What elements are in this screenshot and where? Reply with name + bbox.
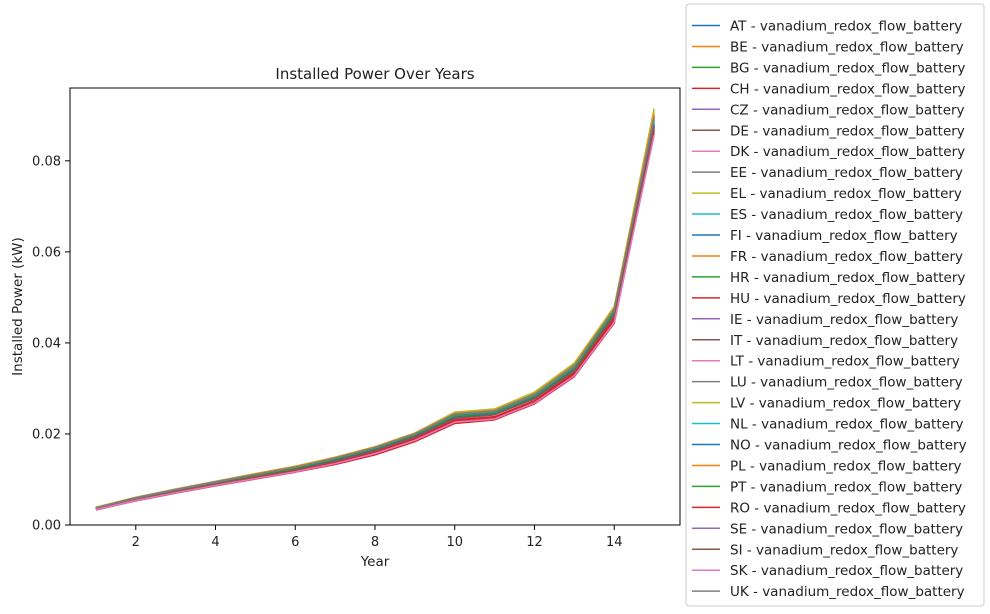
legend: AT - vanadium_redox_flow_battery BE - van… <box>685 3 985 607</box>
legend-label: LV - vanadium_redox_flow_battery <box>730 396 961 412</box>
legend-entry: BG - vanadium_redox_flow_battery <box>692 60 965 76</box>
series-line-uk <box>95 116 655 509</box>
legend-entry: BE - vanadium_redox_flow_battery <box>692 39 964 55</box>
legend-entry: FI - vanadium_redox_flow_battery <box>692 228 958 244</box>
legend-entry: PL - vanadium_redox_flow_battery <box>692 458 962 474</box>
legend-entry: NO - vanadium_redox_flow_battery <box>692 438 967 454</box>
y-tick-label: 0.02 <box>32 427 61 442</box>
legend-entry: CH - vanadium_redox_flow_battery <box>692 81 965 97</box>
legend-label: HU - vanadium_redox_flow_battery <box>730 291 966 307</box>
legend-entry: AT - vanadium_redox_flow_battery <box>692 19 962 35</box>
legend-label: DK - vanadium_redox_flow_battery <box>730 144 965 160</box>
x-tick-label: 12 <box>526 535 543 550</box>
y-tick-label: 0.00 <box>32 519 61 534</box>
legend-label: FR - vanadium_redox_flow_battery <box>730 249 963 265</box>
legend-label: PL - vanadium_redox_flow_battery <box>730 458 962 474</box>
legend-label: BG - vanadium_redox_flow_battery <box>730 60 965 76</box>
legend-label: LU - vanadium_redox_flow_battery <box>730 375 963 391</box>
legend-label: CZ - vanadium_redox_flow_battery <box>730 102 965 118</box>
legend-entry: SE - vanadium_redox_flow_battery <box>692 521 963 537</box>
x-axis-ticks: 2 4 6 8 10 12 14 <box>132 525 623 550</box>
legend-label: LT - vanadium_redox_flow_battery <box>730 354 960 370</box>
plot-area-frame <box>69 87 681 526</box>
legend-entry: IE - vanadium_redox_flow_battery <box>692 312 958 328</box>
legend-label: ES - vanadium_redox_flow_battery <box>730 207 963 223</box>
legend-box <box>685 3 985 607</box>
legend-label: IE - vanadium_redox_flow_battery <box>730 312 958 328</box>
x-tick-label: 10 <box>446 535 463 550</box>
series-line-ro <box>95 130 655 510</box>
legend-entry: EE - vanadium_redox_flow_battery <box>692 165 963 181</box>
x-tick-label: 14 <box>606 535 623 550</box>
x-tick-label: 2 <box>132 535 140 550</box>
y-axis-ticks: 0.00 0.02 0.04 0.06 0.08 <box>32 154 70 534</box>
legend-entry: RO - vanadium_redox_flow_battery <box>692 500 966 516</box>
legend-entry: LV - vanadium_redox_flow_battery <box>692 396 961 412</box>
legend-entry: SK - vanadium_redox_flow_battery <box>692 563 963 579</box>
x-tick-label: 4 <box>211 535 219 550</box>
legend-label: NL - vanadium_redox_flow_battery <box>730 417 963 433</box>
legend-label: HR - vanadium_redox_flow_battery <box>730 270 965 286</box>
legend-label: NO - vanadium_redox_flow_battery <box>730 438 967 454</box>
legend-entry: IT - vanadium_redox_flow_battery <box>692 333 958 349</box>
series-line-sk <box>95 135 655 511</box>
legend-entry: ES - vanadium_redox_flow_battery <box>692 207 963 223</box>
legend-label: EL - vanadium_redox_flow_battery <box>730 186 962 202</box>
chart-title: Installed Power Over Years <box>275 65 474 83</box>
legend-entry: LU - vanadium_redox_flow_battery <box>692 375 963 391</box>
legend-label: UK - vanadium_redox_flow_battery <box>730 584 965 600</box>
y-tick-label: 0.04 <box>32 336 61 351</box>
legend-label: AT - vanadium_redox_flow_battery <box>730 19 962 35</box>
y-tick-label: 0.08 <box>32 154 61 169</box>
legend-label: IT - vanadium_redox_flow_battery <box>730 333 958 349</box>
legend-entry: LT - vanadium_redox_flow_battery <box>692 354 960 370</box>
legend-entry: UK - vanadium_redox_flow_battery <box>692 584 965 600</box>
legend-entry: NL - vanadium_redox_flow_battery <box>692 417 963 433</box>
y-axis-label: Installed Power (kW) <box>10 237 26 376</box>
legend-label: BE - vanadium_redox_flow_battery <box>730 39 964 55</box>
legend-entry: SI - vanadium_redox_flow_battery <box>692 542 958 558</box>
legend-label: SI - vanadium_redox_flow_battery <box>730 542 958 558</box>
legend-entry: FR - vanadium_redox_flow_battery <box>692 249 963 265</box>
legend-entry: PT - vanadium_redox_flow_battery <box>692 479 962 495</box>
legend-label: FI - vanadium_redox_flow_battery <box>730 228 958 244</box>
series-lines <box>95 108 655 511</box>
legend-label: RO - vanadium_redox_flow_battery <box>730 500 966 516</box>
legend-label: PT - vanadium_redox_flow_battery <box>730 479 962 495</box>
x-tick-label: 6 <box>291 535 299 550</box>
x-axis-label: Year <box>360 554 390 570</box>
legend-label: CH - vanadium_redox_flow_battery <box>730 81 965 97</box>
y-tick-label: 0.06 <box>32 245 61 260</box>
legend-entry: DK - vanadium_redox_flow_battery <box>692 144 965 160</box>
legend-label: SK - vanadium_redox_flow_battery <box>730 563 963 579</box>
series-line-si <box>95 126 655 510</box>
legend-entry: EL - vanadium_redox_flow_battery <box>692 186 962 202</box>
legend-label: EE - vanadium_redox_flow_battery <box>730 165 963 181</box>
x-tick-label: 8 <box>371 535 379 550</box>
legend-label: SE - vanadium_redox_flow_battery <box>730 521 963 537</box>
legend-entry: HU - vanadium_redox_flow_battery <box>692 291 966 307</box>
legend-entry: CZ - vanadium_redox_flow_battery <box>692 102 965 118</box>
legend-entry: DE - vanadium_redox_flow_battery <box>692 123 965 139</box>
legend-entry: HR - vanadium_redox_flow_battery <box>692 270 965 286</box>
legend-label: DE - vanadium_redox_flow_battery <box>730 123 965 139</box>
